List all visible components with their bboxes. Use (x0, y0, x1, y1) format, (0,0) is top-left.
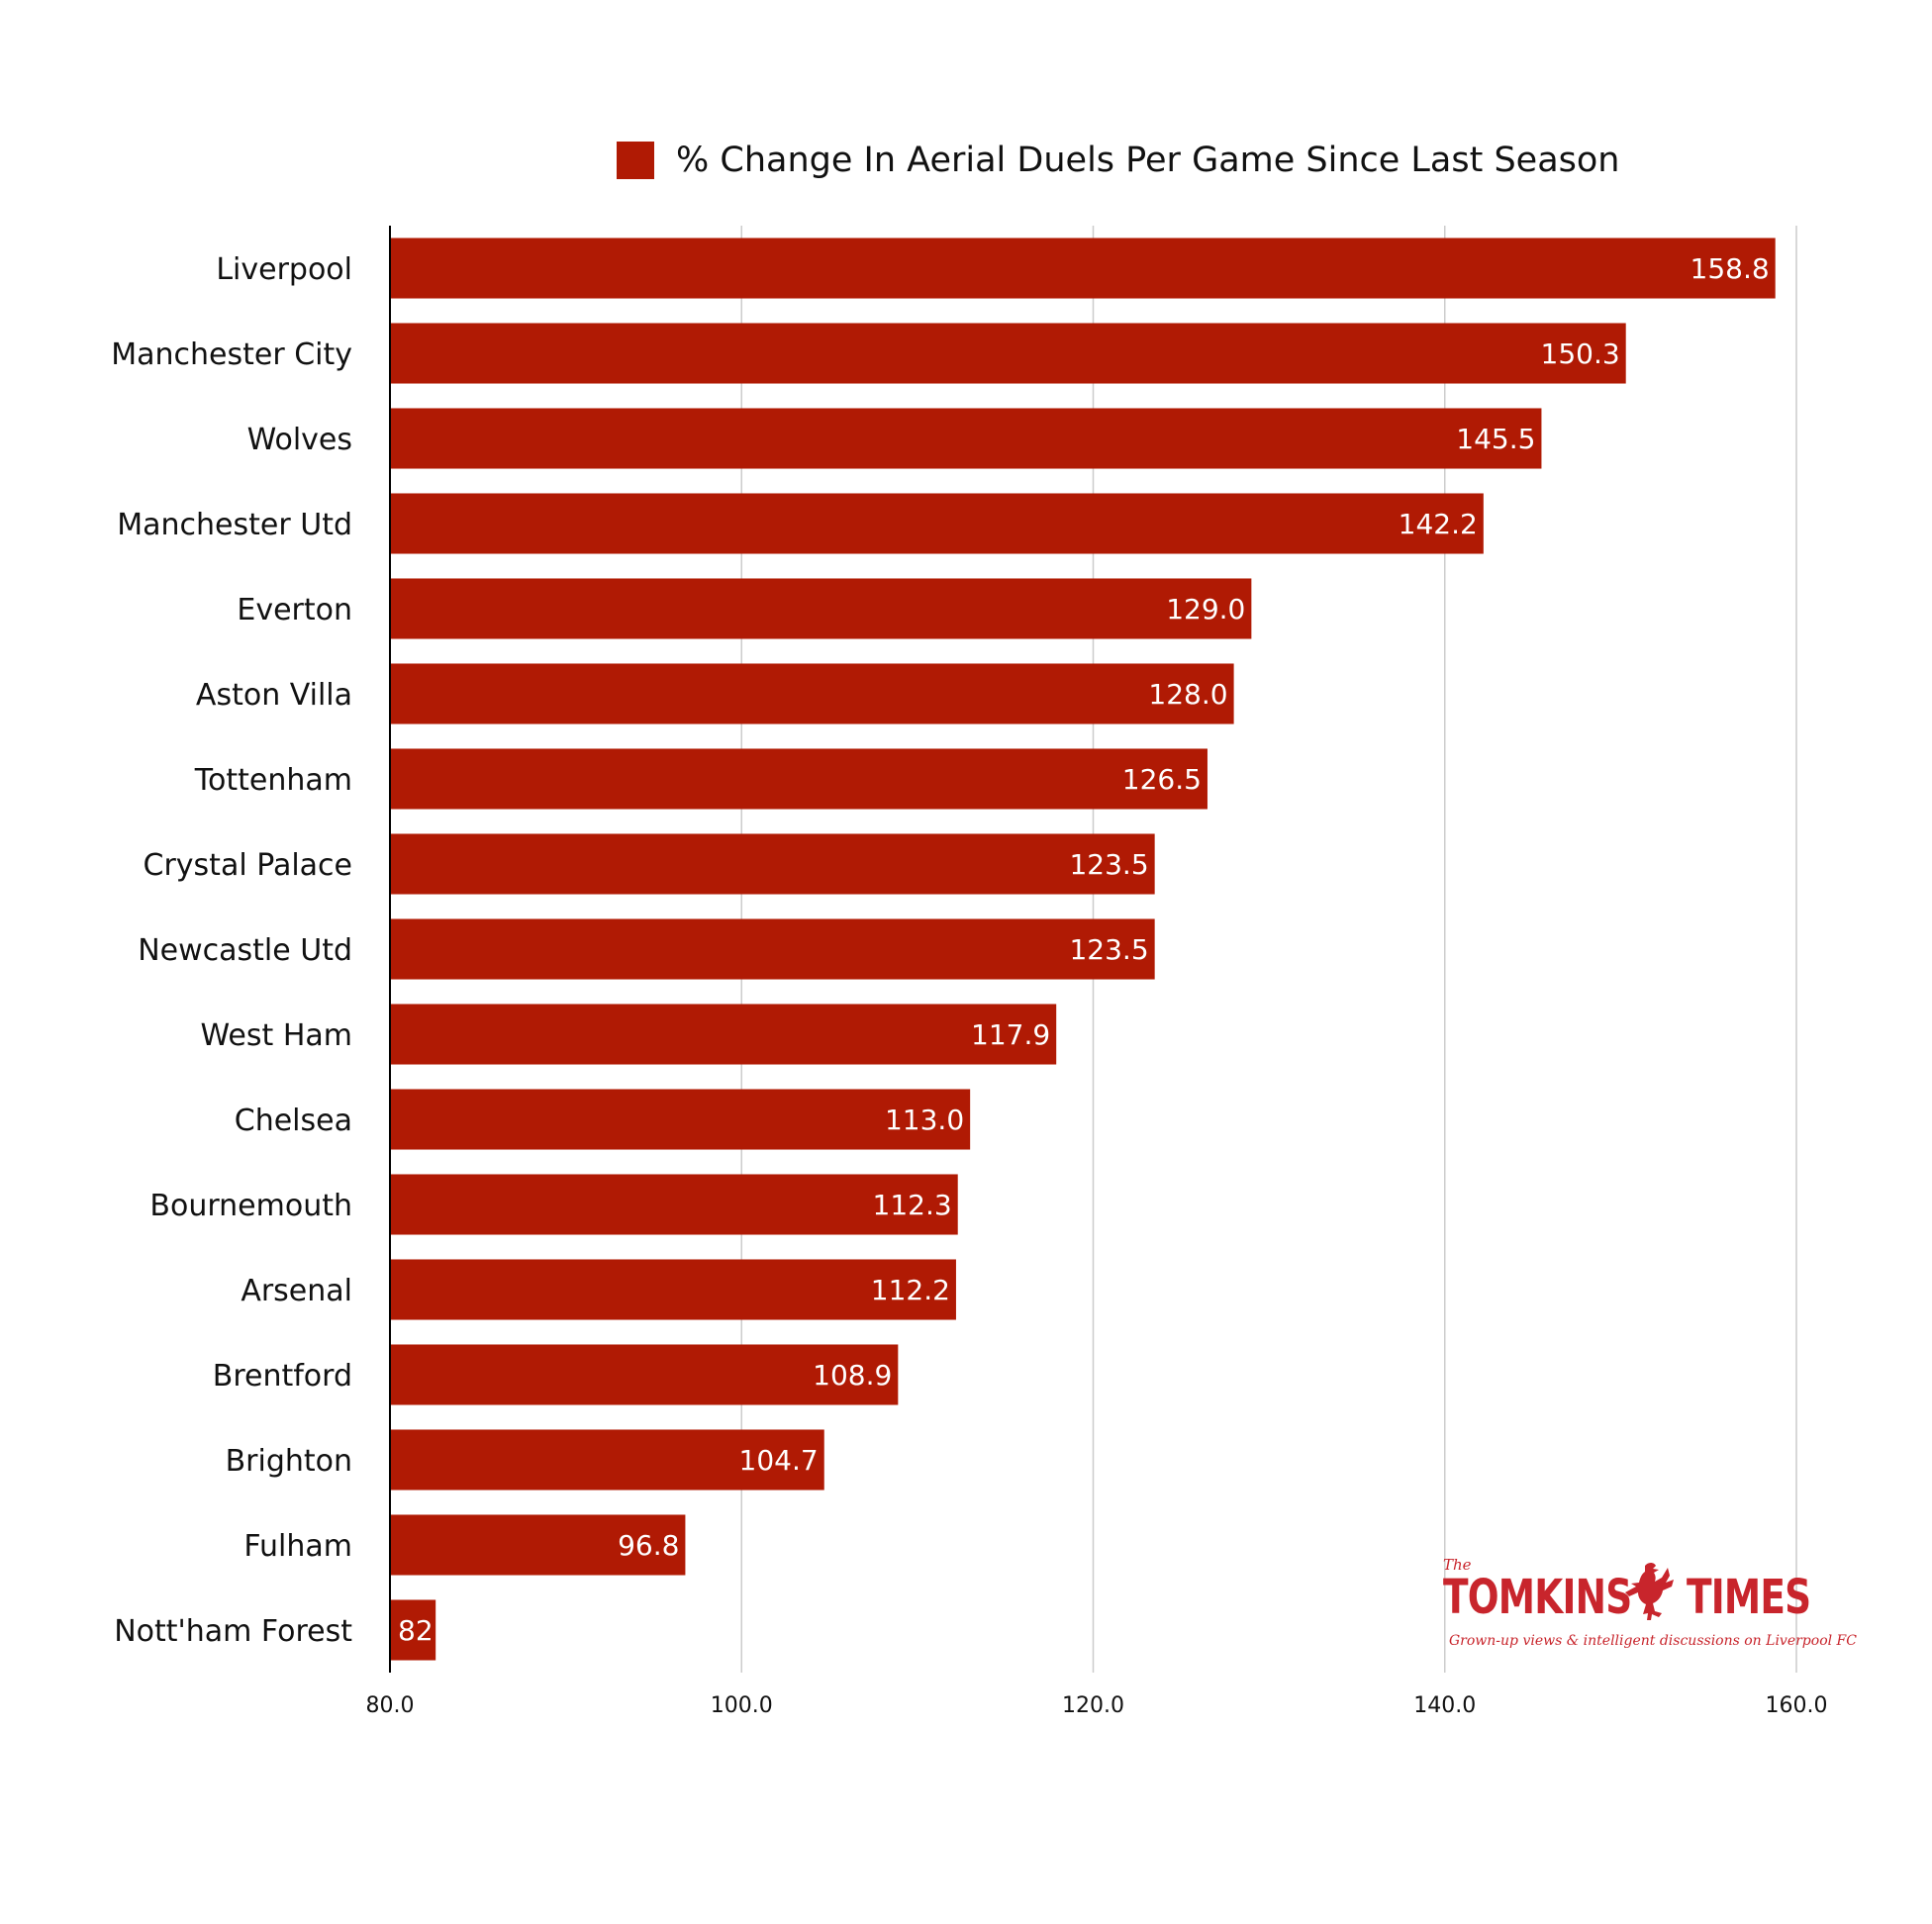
x-tick-label: 140.0 (1413, 1693, 1476, 1718)
logo-word-times: TIMES (1687, 1570, 1811, 1625)
bar-value-label: 158.8 (1690, 252, 1770, 285)
logo-word-tomkins: TOMKINS (1443, 1570, 1632, 1625)
legend-label: % Change In Aerial Duels Per Game Since … (676, 141, 1619, 180)
liver-bird-icon (1625, 1563, 1674, 1620)
bar (390, 1004, 1057, 1065)
bar (390, 1429, 824, 1491)
category-labels: Liverpool Manchester City Wolves Manchester… (111, 252, 352, 1649)
bar-value-label: 123.5 (1069, 848, 1148, 881)
category-label: Manchester Utd (117, 508, 352, 542)
category-label: Brentford (213, 1359, 352, 1394)
x-tick-label: 120.0 (1062, 1693, 1124, 1718)
bar (390, 238, 1776, 299)
bar-value-label: 123.5 (1069, 933, 1148, 966)
x-axis-ticks: 80.0 100.0 120.0 140.0 160.0 (366, 1693, 1828, 1718)
bar (390, 323, 1626, 384)
tomkins-times-logo: The TOMKINS TIMES Grown-up views & intel… (1443, 1556, 1857, 1655)
bar-value-label: 113.0 (885, 1104, 964, 1136)
category-label: Liverpool (216, 252, 352, 287)
bar (390, 1514, 686, 1576)
bars: 158.8 150.3 145.5 142.2 129.0 128.0 126.5 123.5… (390, 238, 1776, 1661)
bar-value-label: 82. (398, 1614, 442, 1647)
category-label: Newcastle Utd (138, 933, 352, 968)
category-label: Everton (237, 593, 352, 627)
category-label: Arsenal (241, 1274, 352, 1308)
bar-value-label: 142.2 (1399, 508, 1478, 540)
bar-value-label: 96.8 (618, 1529, 679, 1562)
bar (390, 1174, 958, 1235)
bar (390, 1599, 436, 1661)
category-label: Bournemouth (149, 1189, 352, 1223)
category-label: Tottenham (194, 763, 352, 798)
category-label: Crystal Palace (144, 848, 352, 883)
category-label: Wolves (247, 423, 352, 457)
bar-value-label: 117.9 (971, 1018, 1050, 1051)
x-tick-label: 100.0 (711, 1693, 773, 1718)
bar (390, 408, 1542, 469)
category-label: Chelsea (235, 1104, 352, 1138)
bar (390, 1344, 899, 1405)
bar-value-label: 126.5 (1122, 763, 1202, 796)
logo-the-text: The (1443, 1556, 1472, 1574)
bar (390, 493, 1484, 554)
logo-tagline: Grown-up views & intelligent discussions… (1449, 1633, 1857, 1649)
legend-swatch (617, 142, 654, 179)
bar (390, 663, 1234, 724)
legend: % Change In Aerial Duels Per Game Since … (617, 141, 1619, 180)
bar (390, 833, 1155, 895)
category-label: Brighton (226, 1444, 352, 1479)
bar (390, 1259, 956, 1320)
bar-value-label: 129.0 (1166, 593, 1245, 625)
bar-value-label: 150.3 (1541, 337, 1620, 370)
bar-value-label: 112.3 (873, 1189, 952, 1221)
bar (390, 918, 1155, 980)
category-label: Nott'ham Forest (114, 1614, 352, 1649)
bar-value-label: 108.9 (813, 1359, 892, 1392)
bar-value-label: 104.7 (739, 1444, 819, 1477)
x-tick-label: 80.0 (366, 1693, 415, 1718)
x-tick-label: 160.0 (1766, 1693, 1828, 1718)
bar-value-label: 128.0 (1148, 678, 1227, 711)
bar (390, 1089, 971, 1150)
category-label: Manchester City (111, 337, 352, 372)
category-label: Aston Villa (196, 678, 352, 713)
bar (390, 748, 1208, 810)
bar-value-label: 112.2 (871, 1274, 950, 1306)
bar-value-label: 145.5 (1456, 423, 1535, 455)
category-label: Fulham (243, 1529, 352, 1564)
category-label: West Ham (201, 1018, 352, 1053)
bar (390, 578, 1252, 639)
